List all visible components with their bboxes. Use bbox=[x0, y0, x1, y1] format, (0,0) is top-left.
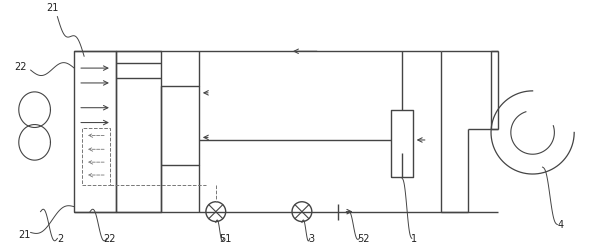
Text: 22: 22 bbox=[104, 234, 116, 244]
Text: 51: 51 bbox=[220, 234, 232, 244]
Text: 22: 22 bbox=[15, 62, 27, 72]
Text: 1: 1 bbox=[411, 234, 417, 244]
Text: 21: 21 bbox=[47, 3, 59, 13]
Text: 4: 4 bbox=[557, 221, 564, 230]
Text: 21: 21 bbox=[18, 230, 31, 240]
Text: 3: 3 bbox=[309, 234, 315, 244]
Text: 52: 52 bbox=[357, 234, 369, 244]
Bar bbox=[82, 127, 110, 185]
Text: 2: 2 bbox=[57, 234, 64, 244]
